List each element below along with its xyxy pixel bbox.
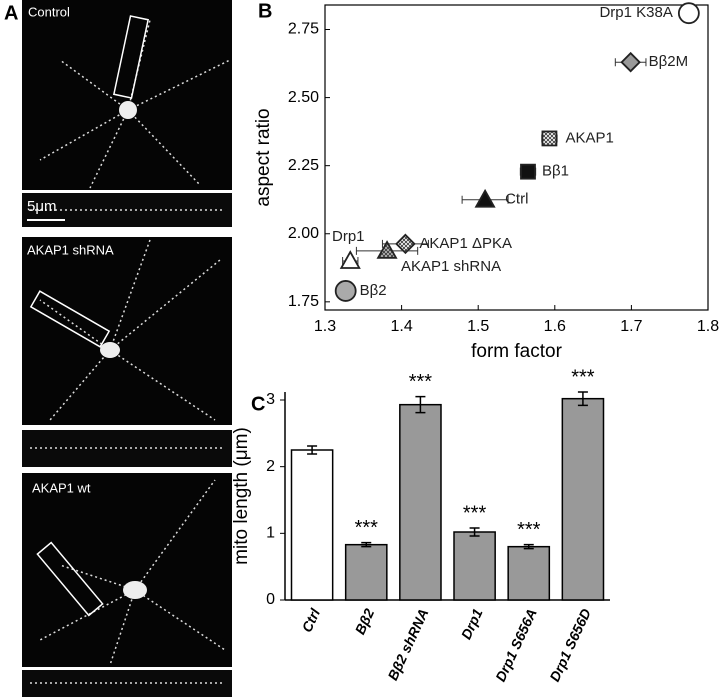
error-bar (577, 391, 588, 407)
y-tick-label: 1 (266, 525, 275, 542)
panel-letter: C (251, 393, 265, 415)
point-label: AKAP1 ΔPKA (419, 235, 512, 252)
point-label: AKAP1 (565, 129, 613, 146)
error-bar (415, 395, 426, 414)
image-label: AKAP1 shRNA (27, 242, 114, 257)
roi-box (36, 541, 104, 617)
bar (561, 397, 605, 601)
soma (123, 581, 147, 599)
plot-frame (324, 4, 709, 311)
x-tick-label: Bβ2 (352, 606, 378, 637)
error-bar (523, 543, 534, 550)
error-bar (361, 541, 372, 548)
y-tick-label: 0 (266, 591, 275, 608)
x-tick-label: 1.8 (697, 318, 719, 335)
point-label: Bβ1 (542, 163, 569, 180)
y-tick-label: 2 (266, 458, 275, 475)
point-label: Bβ2M (649, 53, 688, 70)
x-tick-label: Drp1 (458, 606, 486, 642)
soma (119, 101, 137, 119)
significance: *** (355, 517, 379, 539)
y-tick-label: 1.75 (288, 293, 319, 310)
x-tick-label: 1.5 (467, 318, 489, 335)
point (474, 188, 496, 208)
x-tick-label: 1.3 (314, 318, 336, 335)
x-tick-label: Ctrl (298, 605, 323, 635)
panel-a: A Control AKAP1 shRNA AKAP1 wt 5μm (4, 0, 232, 697)
roi-box (112, 15, 150, 99)
point (541, 130, 558, 147)
significance: *** (571, 366, 595, 388)
point (334, 280, 357, 302)
significance: *** (517, 519, 541, 541)
y-tick-label: 2.00 (288, 225, 319, 242)
point (395, 233, 416, 255)
micrograph (22, 0, 232, 190)
x-axis-title: form factor (471, 341, 562, 362)
image-label: Control (28, 4, 70, 19)
point-label: Ctrl (505, 191, 528, 208)
bar (290, 449, 334, 601)
point (339, 250, 361, 269)
point-label: Drp1 (332, 228, 365, 245)
x-tick-label: Drp1 S656D (546, 606, 594, 684)
panel-letter: A (4, 2, 18, 24)
roi-box (29, 290, 111, 348)
significance: *** (463, 502, 487, 524)
image-label: AKAP1 wt (32, 480, 91, 495)
bar (344, 543, 388, 601)
point (677, 2, 700, 25)
micrograph (22, 473, 232, 667)
point (520, 163, 536, 180)
x-tick-label: Bβ2 shRNA (384, 606, 431, 683)
y-axis-title: aspect ratio (253, 108, 274, 206)
point-label: Drp1 K38A (599, 4, 672, 21)
panel-letter: B (258, 0, 272, 22)
x-tick-label: 1.6 (544, 318, 566, 335)
y-tick-label: 3 (266, 391, 275, 408)
y-tick-label: 2.25 (288, 157, 319, 174)
y-tick-label: 2.75 (288, 21, 319, 38)
bar (507, 545, 551, 601)
y-axis-title: mito length (μm) (231, 427, 252, 565)
error-bar (307, 445, 318, 455)
error-bar (469, 527, 480, 537)
point-label: Bβ2 (360, 282, 387, 299)
point (376, 240, 398, 259)
significance: *** (409, 371, 433, 393)
x-tick-label: 1.7 (620, 318, 642, 335)
x-tick-label: 1.4 (390, 318, 412, 335)
point-label: AKAP1 shRNA (401, 258, 501, 275)
scale-bar-label: 5μm (27, 198, 56, 215)
soma (100, 342, 120, 358)
point (620, 51, 641, 73)
bar (399, 403, 442, 601)
micrograph (22, 237, 232, 425)
y-tick-label: 2.50 (288, 89, 319, 106)
bar (453, 531, 496, 601)
x-tick-label: Drp1 S656A (492, 606, 540, 684)
